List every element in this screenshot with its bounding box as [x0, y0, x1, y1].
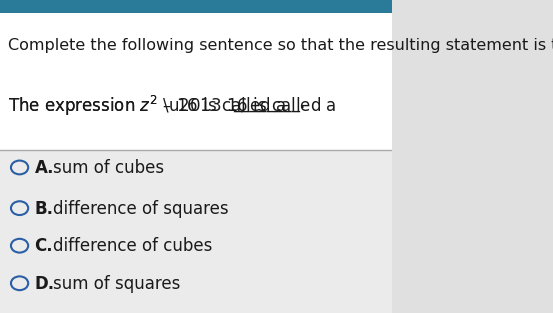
Text: Complete the following sentence so that the resulting statement is true.: Complete the following sentence so that … [8, 38, 553, 53]
FancyBboxPatch shape [0, 13, 392, 150]
Text: B.: B. [34, 200, 54, 218]
FancyBboxPatch shape [0, 0, 392, 13]
Text: C.: C. [34, 237, 53, 255]
Text: The expression $z^2$ \u2013 16 is called a: The expression $z^2$ \u2013 16 is called… [8, 94, 336, 118]
Text: ________.: ________. [233, 94, 305, 112]
Text: D.: D. [34, 275, 55, 293]
Text: A.: A. [34, 159, 54, 177]
Text: difference of squares: difference of squares [53, 200, 228, 218]
Text: The expression $z^2$ – 16 is called a: The expression $z^2$ – 16 is called a [8, 94, 286, 118]
Text: difference of cubes: difference of cubes [53, 237, 212, 255]
Text: sum of cubes: sum of cubes [53, 159, 164, 177]
FancyBboxPatch shape [0, 150, 392, 313]
Text: sum of squares: sum of squares [53, 275, 180, 293]
